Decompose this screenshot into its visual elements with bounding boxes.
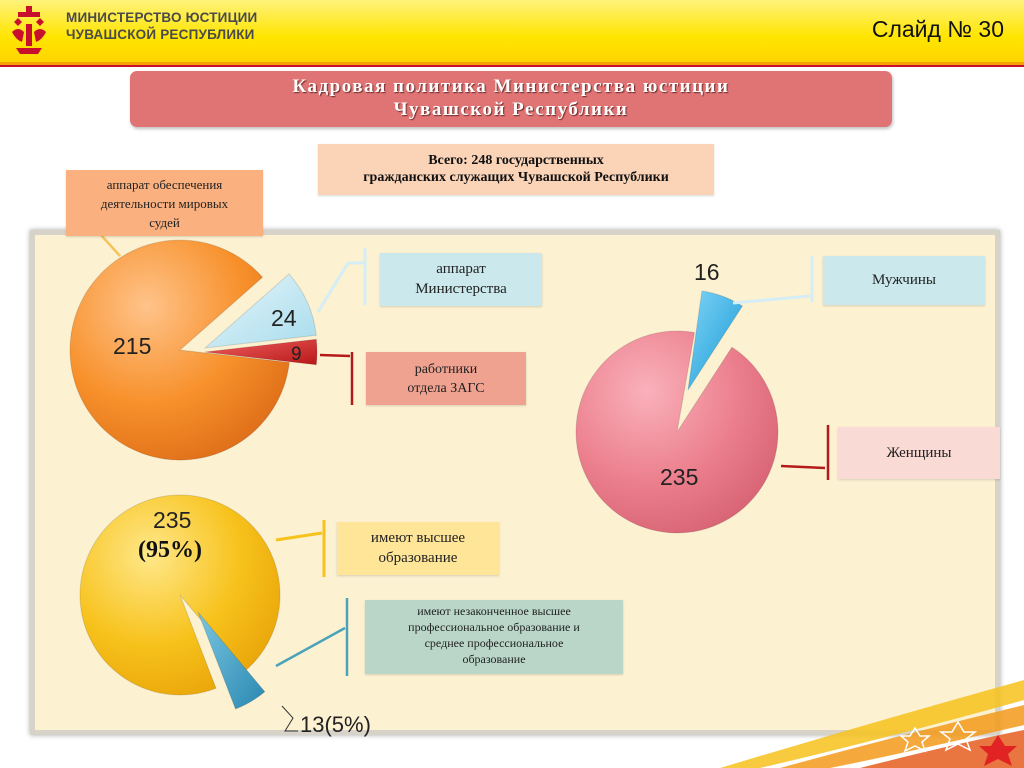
connector-line [275,531,323,542]
data-label-men: 16 [694,259,720,285]
pie-chart-staff [69,239,318,461]
data-label-higher: 235 [153,507,192,533]
label-line: судей [149,215,180,230]
slide-title-line2: Чувашской Республики [393,99,629,120]
connector-line [316,262,350,313]
pie-slice-men [687,290,744,391]
ministry-name: МИНИСТЕРСТВО ЮСТИЦИИ ЧУВАШСКОЙ РЕСПУБЛИК… [66,9,257,43]
connector-line [100,234,121,257]
data-label-women: 235 [660,464,699,490]
label-line: имеют незаконченное высшее [417,604,571,618]
data-label-ministry: 24 [271,305,297,331]
label-incomplete-education: имеют незаконченное высшее профессиональ… [365,600,623,674]
slide-title-line1: Кадровая политика Министерства юстиции [292,76,730,97]
label-line: профессиональное образование и [408,620,580,634]
pie-slice-ministry [203,273,317,349]
label-women: Женщины [838,427,1000,479]
label-line: Министерства [415,281,507,297]
label-line: образование [378,550,458,566]
pie-slice-women [575,330,779,534]
pie-slice-zags [204,338,318,366]
total-employees-box: Всего: 248 государственных гражданских с… [318,144,714,195]
label-men: Мужчины [823,256,985,305]
header-divider-red [0,65,1024,67]
pie-slice-courts [69,239,290,461]
connector-line [281,705,298,732]
pie-slice-higher [79,494,281,696]
pie-slice-incomplete [197,611,266,710]
label-line: работники [414,362,478,377]
total-line1: Всего: 248 государственных [428,153,604,168]
data-label-courts: 215 [113,333,152,359]
slide-number: Слайд № 30 [871,16,1004,42]
label-line: аппарат [436,261,486,277]
connector-line [319,353,351,358]
label-ministry-apparatus: аппарат Министерства [380,253,542,306]
label-courts-apparatus: аппарат обеспечения деятельности мировых… [66,170,263,236]
label-line: имеют высшее [370,530,466,546]
label-line: образование [462,652,526,666]
ministry-line2: ЧУВАШСКОЙ РЕСПУБЛИКИ [66,27,255,42]
label-higher-education: имеют высшее образование [337,522,499,575]
header-divider [0,62,1024,65]
label-line: деятельности мировых [100,196,229,211]
pie-chart-education [79,494,281,710]
chuvash-emblem-icon [12,6,46,54]
label-line: аппарат обеспечения [106,177,223,192]
star-icon [898,720,978,753]
connector-line [732,294,811,305]
pie-chart-gender [575,290,779,534]
connector-line [275,626,346,668]
slide-title: Кадровая политика Министерства юстиции Ч… [130,71,892,127]
ministry-line1: МИНИСТЕРСТВО ЮСТИЦИИ [66,10,258,25]
label-line: среднее профессиональное [424,636,564,650]
star-icon [979,735,1017,766]
total-line2: гражданских служащих Чувашской Республик… [363,170,669,185]
data-label-zags: 9 [291,344,302,365]
connector-line [780,464,826,470]
header-bar [0,0,1024,62]
label-line: отдела ЗАГС [407,381,485,396]
data-label-higher-percent: (95%) [138,537,202,563]
data-label-incomplete: 13(5%) [300,712,371,737]
label-zags-workers: работники отдела ЗАГС [366,352,526,405]
